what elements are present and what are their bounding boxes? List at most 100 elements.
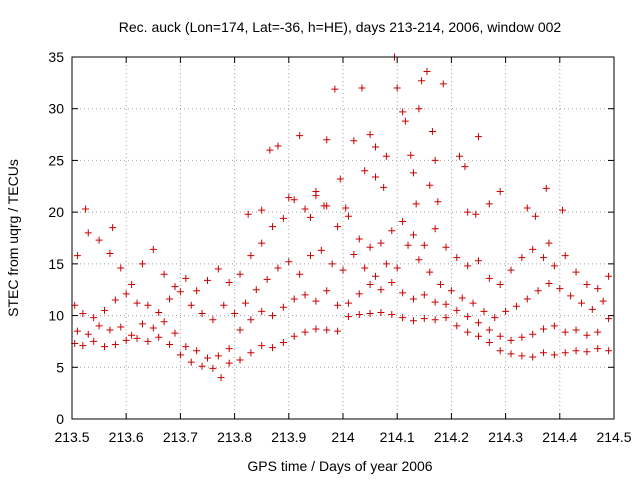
- data-point: [247, 349, 255, 357]
- data-point: [540, 254, 548, 262]
- data-point: [171, 329, 179, 337]
- data-point: [542, 184, 550, 192]
- data-point: [437, 281, 445, 289]
- data-point: [404, 241, 412, 249]
- data-point: [393, 84, 401, 92]
- data-point: [431, 225, 439, 233]
- data-point: [344, 313, 352, 321]
- data-point: [361, 167, 369, 175]
- data-point: [442, 243, 450, 251]
- data-point: [388, 278, 396, 286]
- data-point: [366, 281, 374, 289]
- data-point: [420, 315, 428, 323]
- data-point: [461, 163, 469, 171]
- data-point: [193, 347, 201, 355]
- data-point: [572, 326, 580, 334]
- x-tick-label: 213.7: [163, 429, 198, 445]
- data-point: [605, 272, 613, 280]
- data-point: [263, 275, 271, 283]
- y-tick-label: 15: [48, 256, 64, 272]
- data-point: [496, 281, 504, 289]
- data-point: [312, 325, 320, 333]
- data-point: [572, 268, 580, 276]
- data-point: [523, 295, 531, 303]
- data-point: [507, 336, 515, 344]
- data-point: [155, 333, 163, 341]
- data-point: [301, 205, 309, 213]
- data-point: [285, 194, 293, 202]
- data-point: [372, 272, 380, 280]
- data-point: [415, 256, 423, 264]
- data-point: [166, 341, 174, 349]
- grid-lines: [72, 57, 614, 419]
- data-point: [111, 296, 119, 304]
- x-tick-label: 214.4: [542, 429, 577, 445]
- data-point: [241, 299, 249, 307]
- data-point: [225, 278, 233, 286]
- data-point: [101, 343, 109, 351]
- x-tick-label: 213.6: [109, 429, 144, 445]
- y-tick-label: 0: [56, 411, 64, 427]
- data-point: [252, 286, 260, 294]
- data-point: [258, 239, 266, 247]
- data-point: [166, 295, 174, 303]
- data-point: [290, 295, 298, 303]
- data-point: [209, 316, 217, 324]
- data-point: [225, 345, 233, 353]
- data-point: [456, 152, 464, 160]
- data-point: [518, 352, 526, 360]
- x-tick-label: 214.3: [488, 429, 523, 445]
- axis-ticks: 0 5 10 15 20 25 30 35 213.5 213.6 213.7 213.8 213.9 2…: [48, 49, 631, 445]
- data-point: [138, 320, 146, 328]
- data-point: [258, 307, 266, 315]
- data-point: [117, 264, 125, 272]
- x-tick-label: 213.9: [271, 429, 306, 445]
- data-point: [399, 217, 407, 225]
- data-point: [73, 252, 81, 260]
- data-point: [79, 310, 87, 318]
- data-point: [409, 317, 417, 325]
- data-point: [420, 291, 428, 299]
- data-point: [447, 287, 455, 295]
- data-point: [247, 316, 255, 324]
- data-point: [214, 352, 222, 360]
- data-point: [531, 212, 539, 220]
- data-point: [594, 285, 602, 293]
- data-point: [518, 333, 526, 341]
- y-axis-title: STEC from uqrg / TECUs: [5, 159, 21, 317]
- y-tick-label: 5: [56, 359, 64, 375]
- data-point: [502, 307, 510, 315]
- data-point: [361, 264, 369, 272]
- data-point: [133, 299, 141, 307]
- data-point: [550, 351, 558, 359]
- data-point: [605, 315, 613, 323]
- data-point: [269, 223, 277, 231]
- data-point: [236, 356, 244, 364]
- data-point: [594, 328, 602, 336]
- data-point: [399, 108, 407, 116]
- data-point: [334, 301, 342, 309]
- data-point: [160, 270, 168, 278]
- data-point: [306, 252, 314, 260]
- data-point: [122, 290, 130, 298]
- data-point: [160, 318, 168, 326]
- x-axis-title: GPS time / Days of year 2006: [247, 458, 432, 474]
- data-point: [274, 264, 282, 272]
- data-point: [507, 266, 515, 274]
- data-point: [95, 322, 103, 330]
- data-point: [106, 326, 114, 334]
- data-point: [214, 265, 222, 273]
- data-point: [439, 80, 447, 88]
- data-point: [605, 347, 613, 355]
- data-point: [231, 310, 239, 318]
- data-point: [418, 77, 426, 85]
- y-tick-label: 10: [48, 308, 64, 324]
- data-point: [176, 288, 184, 296]
- data-point: [236, 270, 244, 278]
- x-tick-label: 213.8: [217, 429, 252, 445]
- data-point: [128, 281, 136, 289]
- data-point: [464, 208, 472, 216]
- data-point: [475, 257, 482, 265]
- data-point: [453, 322, 461, 330]
